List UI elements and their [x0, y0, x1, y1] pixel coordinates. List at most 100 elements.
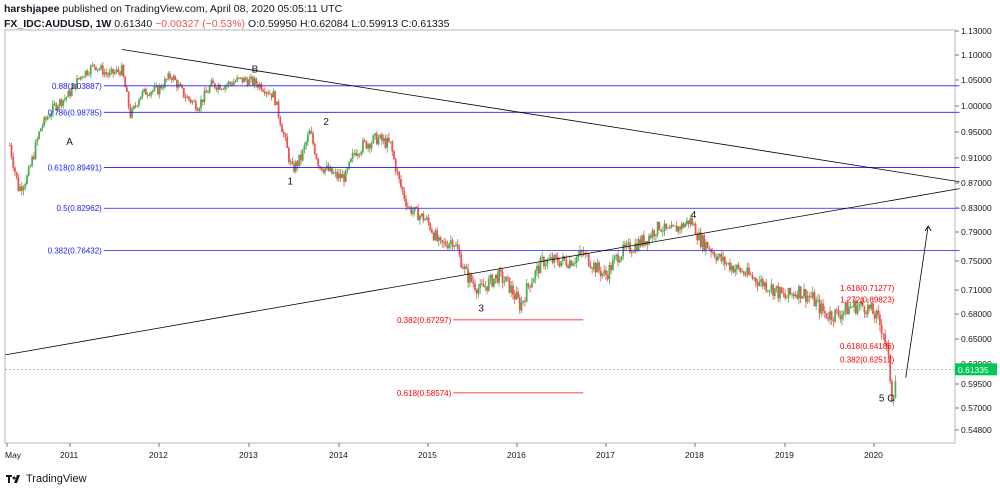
candle-body: [668, 227, 671, 229]
y-tick-label: 0.59500: [961, 379, 992, 389]
candle-body: [167, 73, 170, 80]
y-tick-label: 0.91000: [961, 153, 992, 163]
candle-body: [686, 220, 688, 224]
candle-body: [530, 282, 533, 288]
candle-body: [679, 226, 681, 230]
fib-label: 0.618(0.58574): [397, 389, 452, 398]
candle-body: [319, 166, 321, 167]
tradingview-brand[interactable]: TradingView: [26, 473, 87, 485]
published-text: published on TradingView.com, April 08, …: [62, 3, 343, 15]
candle-body: [482, 284, 485, 288]
author-name[interactable]: harshjapee: [4, 3, 60, 15]
candle-body: [210, 80, 213, 87]
candle-body: [823, 311, 826, 314]
candle-body: [322, 170, 325, 173]
candle-body: [141, 91, 144, 97]
y-tick-label: 0.65000: [961, 334, 992, 344]
x-tick-label: 2013: [239, 450, 258, 460]
candle-body: [444, 241, 447, 246]
candle-body: [267, 92, 270, 94]
candle-body: [667, 227, 669, 229]
candle-body: [829, 311, 831, 320]
candle-body: [749, 274, 752, 276]
candle-body: [432, 232, 435, 240]
candle-body: [84, 70, 87, 77]
candle-body: [713, 252, 716, 257]
candle-body: [501, 271, 504, 283]
candle-body: [544, 264, 547, 267]
candle-body: [470, 274, 473, 282]
candle-body: [327, 165, 330, 171]
candle-body: [515, 291, 518, 300]
candle-body: [579, 250, 581, 256]
candle-body: [723, 256, 726, 265]
candle-body: [446, 245, 449, 249]
candle-body: [401, 186, 404, 191]
candle-body: [742, 271, 745, 275]
wave-label: A: [66, 137, 73, 148]
fib-label: 1.272(0.69823): [840, 295, 895, 304]
fib-label: 0.382(0.67297): [397, 316, 452, 325]
candle-body: [715, 256, 718, 261]
candle-body: [239, 77, 242, 79]
candle-body: [117, 69, 120, 72]
candle-body: [777, 286, 780, 299]
candle-body: [31, 156, 34, 166]
candle-body: [175, 80, 178, 88]
candle-body: [672, 224, 675, 226]
candle-body: [451, 240, 454, 247]
candle-body: [854, 300, 857, 314]
candle-body: [820, 303, 823, 314]
candle-body: [744, 274, 747, 276]
candle-body: [300, 154, 302, 161]
candle-body: [105, 72, 108, 74]
last-price: 0.61340: [114, 18, 153, 30]
candle-body: [313, 143, 316, 155]
candle-body: [219, 84, 221, 90]
candle-body: [203, 90, 206, 102]
candle-body: [10, 145, 13, 158]
candle-body: [660, 229, 662, 232]
candle-body: [494, 274, 497, 279]
candle-body: [372, 135, 375, 144]
candle-body: [879, 314, 881, 325]
candle-body: [305, 142, 308, 146]
candle-body: [262, 89, 264, 92]
candle-body: [853, 300, 855, 307]
candle-body: [200, 99, 202, 109]
candle-body: [825, 313, 828, 318]
candle-body: [467, 269, 469, 283]
wave-label: 1: [288, 176, 294, 187]
candle-body: [565, 259, 568, 266]
candle-body: [131, 108, 133, 118]
candle-body: [282, 132, 285, 135]
wave-label: B: [252, 65, 259, 76]
candle-body: [339, 173, 342, 179]
candle-body: [217, 84, 220, 90]
candle-body: [398, 171, 401, 180]
candle-body: [205, 90, 208, 93]
candle-body: [51, 103, 54, 114]
candle-body: [648, 235, 650, 245]
candle-body: [520, 302, 523, 311]
candle-body: [355, 152, 357, 156]
candle-body: [39, 128, 42, 132]
candle-body: [358, 154, 361, 155]
candle-body: [77, 78, 80, 80]
x-tick-label: 2015: [418, 450, 437, 460]
candle-body: [157, 85, 159, 95]
candle-body: [637, 239, 640, 251]
wave-label: 3: [478, 304, 484, 315]
candle-body: [592, 262, 595, 270]
candle-body: [885, 342, 888, 346]
y-tick-label: 1.05000: [961, 75, 992, 85]
candle-body: [587, 254, 590, 266]
candle-body: [796, 294, 799, 299]
candle-body: [779, 287, 781, 299]
candle-body: [748, 267, 750, 275]
candle-body: [20, 186, 23, 191]
candle-body: [460, 254, 463, 268]
candle-body: [506, 276, 509, 278]
candle-body: [286, 136, 289, 148]
